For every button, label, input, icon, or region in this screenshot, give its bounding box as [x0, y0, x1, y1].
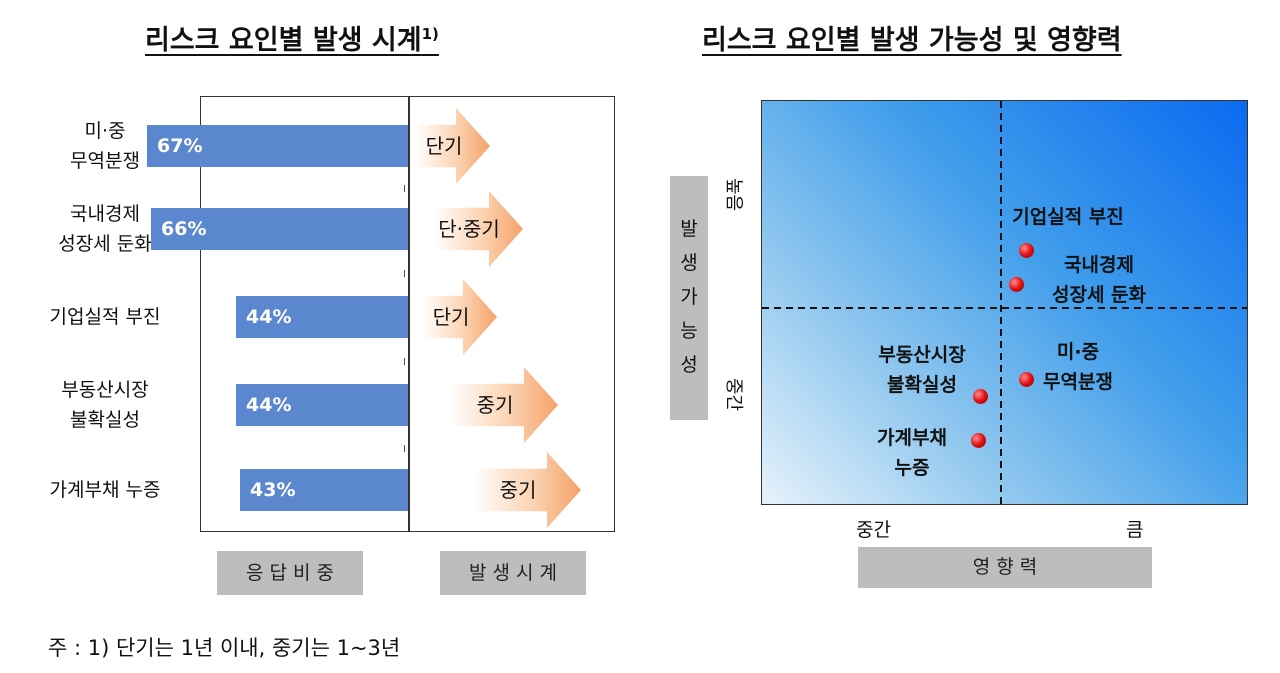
- timing-label: 중기: [476, 393, 514, 417]
- point-label: 국내경제 성장세 둔화: [1051, 254, 1146, 306]
- likelihood-axis-char: 가: [680, 286, 698, 308]
- point-label: 가계부채 누증: [877, 427, 947, 479]
- bar: 44%: [236, 384, 408, 426]
- risk-point: [1009, 277, 1024, 292]
- matrix-dividers: [762, 101, 1247, 504]
- point-label: 부동산시장 불확실성: [878, 344, 966, 396]
- timing-label: 단·중기: [438, 217, 500, 241]
- x-tick-mid: 중간: [856, 519, 891, 541]
- footnote: 주 : 1) 단기는 1년 이내, 중기는 1~3년: [48, 636, 401, 660]
- likelihood-axis-char: 능: [680, 320, 698, 342]
- timing-label: 중기: [499, 478, 537, 502]
- category-label: 가계부채 누증: [49, 479, 161, 501]
- timing-label: 단기: [432, 305, 470, 329]
- likelihood-axis-char: 발: [680, 218, 698, 240]
- timing-label-box: 발 생 시 계: [440, 551, 586, 595]
- bar-axis-line: [408, 96, 410, 532]
- bar-value-label: 44%: [246, 394, 292, 416]
- category-label: 부동산시장 불확실성: [61, 379, 149, 431]
- risk-point: [971, 433, 986, 448]
- bar: 66%: [151, 208, 408, 250]
- axis-tick: [404, 184, 405, 192]
- axis-tick: [404, 444, 405, 452]
- left-chart-title: 리스크 요인별 발생 시계1): [145, 18, 439, 57]
- bar: 67%: [147, 125, 408, 167]
- category-label: 기업실적 부진: [49, 306, 161, 328]
- x-tick-high: 큼: [1126, 519, 1144, 541]
- timing-arrow: [473, 452, 581, 528]
- bar: 44%: [236, 296, 408, 338]
- y-tick-high: 높음: [723, 178, 744, 212]
- timing-arrow: [433, 191, 523, 267]
- axis-tick: [404, 358, 405, 365]
- bar: 43%: [240, 469, 408, 511]
- response-share-label: 응 답 비 중: [245, 562, 335, 584]
- category-label: 미·중 무역분쟁: [70, 120, 140, 172]
- right-chart-title: 리스크 요인별 발생 가능성 및 영향력: [702, 25, 1122, 56]
- risk-point: [1019, 372, 1034, 387]
- left-title-text: 리스크 요인별 발생 시계: [145, 25, 422, 56]
- bar-value-label: 44%: [246, 306, 292, 328]
- timing-arrow: [416, 108, 490, 184]
- bar-chart-frame: [200, 96, 615, 532]
- bar-value-label: 43%: [250, 479, 296, 501]
- y-tick-mid: 중간: [723, 378, 744, 412]
- point-label: 미·중 무역분쟁: [1043, 341, 1113, 393]
- risk-point: [973, 389, 988, 404]
- impact-axis-label: 영 향 력: [972, 556, 1038, 578]
- bar-value-label: 67%: [157, 135, 203, 157]
- likelihood-axis-char: 성: [680, 354, 698, 376]
- likelihood-axis-char: 생: [680, 252, 698, 274]
- timing-label: 발 생 시 계: [468, 562, 558, 584]
- bar-value-label: 66%: [161, 218, 207, 240]
- timing-arrow: [450, 367, 558, 443]
- response-share-label-box: 응 답 비 중: [217, 551, 363, 595]
- footnote-marker: 1): [421, 25, 439, 43]
- risk-point: [1019, 243, 1034, 258]
- impact-axis-label-box: 영 향 력: [858, 547, 1152, 588]
- category-label: 국내경제 성장세 둔화: [58, 203, 152, 255]
- point-label: 기업실적 부진: [1012, 206, 1124, 228]
- axis-tick: [404, 270, 405, 277]
- risk-matrix: [761, 100, 1248, 505]
- timing-arrow: [423, 279, 497, 355]
- timing-label: 단기: [425, 134, 463, 158]
